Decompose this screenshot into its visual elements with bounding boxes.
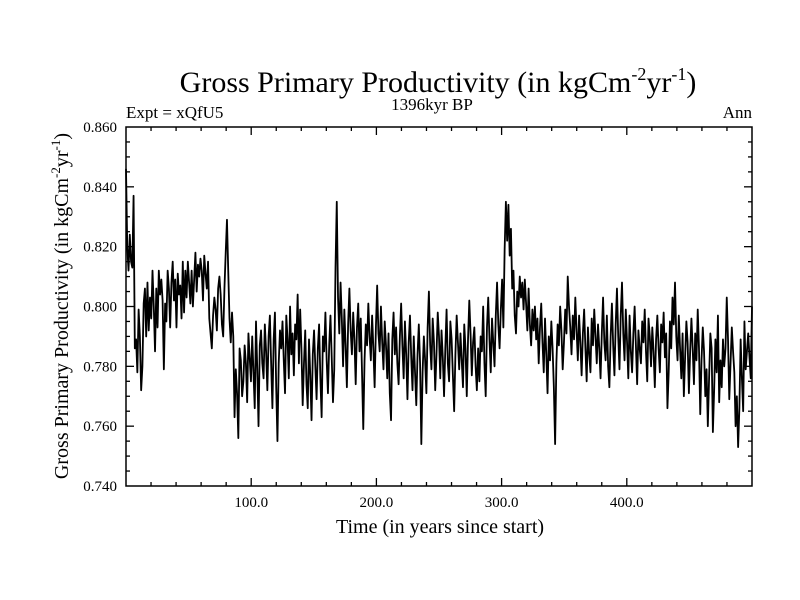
y-axis-label-sup2: -1 <box>48 140 63 151</box>
y-tick-label: 0.780 <box>83 359 117 375</box>
chart-title-end: ) <box>686 66 696 99</box>
y-tick-label: 0.740 <box>83 479 117 495</box>
x-axis-label: Time (in years since start) <box>336 516 544 538</box>
y-axis-label-sup1: -2 <box>48 167 63 178</box>
series-line-annual-gpp <box>125 168 753 449</box>
y-tick-label: 0.760 <box>83 419 117 435</box>
chart-title-main: Gross Primary Productivity (in kgCm <box>180 66 632 99</box>
chart-title: Gross Primary Productivity (in kgCm-2yr-… <box>180 64 697 99</box>
x-tick-label: 100.0 <box>234 495 268 511</box>
y-tick-label: 0.820 <box>83 240 117 256</box>
subtitle-season: Ann <box>723 103 753 122</box>
chart-title-sup1: -2 <box>631 64 646 84</box>
y-tick-label: 0.860 <box>83 120 117 136</box>
y-axis-label-end: ) <box>51 133 73 140</box>
y-axis-label-mid: yr <box>51 150 73 167</box>
y-axis-label: Gross Primary Productivity (in kgCm-2yr-… <box>48 133 73 479</box>
x-tick-label: 400.0 <box>610 495 644 511</box>
y-axis-label-main: Gross Primary Productivity (in kgCm <box>51 178 73 480</box>
chart-title-sup2: -1 <box>671 64 686 84</box>
plot-frame <box>125 126 753 487</box>
subtitle-period: 1396kyr BP <box>391 95 473 114</box>
x-axis-ticks <box>150 127 728 486</box>
subtitle-experiment: Expt = xQfU5 <box>126 103 223 122</box>
y-tick-label: 0.840 <box>83 180 117 196</box>
x-tick-label: 300.0 <box>485 495 519 511</box>
y-tick-label: 0.800 <box>83 300 117 316</box>
y-axis-tick-labels: 0.740 0.760 0.780 0.800 0.820 0.840 0.860 <box>83 120 117 495</box>
chart-title-mid: yr <box>646 66 671 99</box>
y-axis-ticks <box>126 141 752 472</box>
x-tick-label: 200.0 <box>360 495 394 511</box>
x-axis-tick-labels: 100.0 200.0 300.0 400.0 <box>234 495 643 511</box>
